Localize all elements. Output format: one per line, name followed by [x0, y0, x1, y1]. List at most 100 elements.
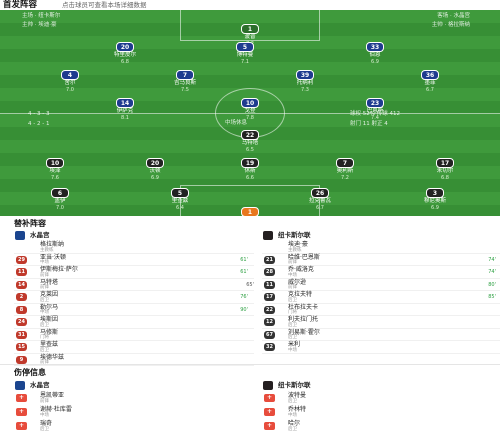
player-rating: 6.6: [246, 175, 254, 181]
sub-name: 刘易斯·霍尔: [288, 328, 320, 336]
shirt-number: 3: [426, 188, 444, 198]
subs-right-header[interactable]: 纽卡斯尔联: [262, 230, 500, 241]
sub-row[interactable]: 21 哈维·巴恩斯 前锋 74': [262, 254, 500, 266]
player-rating: 7.2: [341, 175, 349, 181]
shirt-number: 14: [116, 98, 134, 108]
shirt-number: 6: [51, 188, 69, 198]
player-rating: 6.9: [151, 175, 159, 181]
shirt-number-badge: 21: [264, 255, 275, 264]
sub-position: 门将: [40, 335, 49, 340]
player-marker[interactable]: 5 里查兹 6.4: [145, 188, 215, 211]
shirt-number: 5: [236, 42, 254, 52]
player-marker[interactable]: 17 米切尔 6.8: [410, 158, 480, 181]
shirt-number: 22: [241, 130, 259, 140]
sub-minute: 76': [240, 294, 248, 300]
sub-name: 马特塔: [40, 278, 59, 286]
player-marker[interactable]: 14 伊萨克 8.1: [90, 98, 160, 121]
sub-row[interactable]: 17 克拉夫特 后卫 85': [262, 291, 500, 304]
sub-row[interactable]: 8 勒尔马 中场 90': [14, 304, 254, 316]
sub-row[interactable]: 67 刘易斯·霍尔 后卫: [262, 328, 500, 341]
sub-position: 主教练: [288, 247, 302, 253]
shirt-number: 10: [241, 98, 259, 108]
sub-name: 威尔逊: [288, 278, 307, 286]
injury-cross-icon: +: [16, 408, 27, 416]
sub-row[interactable]: 22 杜布拉夫卡 门将: [262, 304, 500, 316]
player-marker[interactable]: 39 托纳利 7.3: [270, 70, 340, 93]
sub-position: 门将: [288, 310, 297, 315]
player-marker[interactable]: 10 埃泽 7.6: [20, 158, 90, 181]
sub-position: 前锋: [288, 285, 297, 290]
shirt-number: 7: [336, 158, 354, 168]
team-logo-icon: [15, 231, 25, 240]
sub-minute: 61': [240, 269, 248, 275]
player-marker[interactable]: 1亨德森7.4: [215, 207, 285, 216]
player-marker[interactable]: 6 盖伊 7.0: [25, 188, 95, 211]
sub-position: 后卫: [288, 322, 297, 328]
sub-row[interactable]: 11 伊斯梅拉·萨尔 前锋 61': [14, 266, 254, 279]
injury-row[interactable]: + 瑞奇 后卫: [14, 419, 254, 433]
injury-row[interactable]: + 波特曼 后卫: [262, 391, 500, 405]
player-rating: 6.7: [316, 205, 324, 211]
sub-row[interactable]: 格拉斯纳 主教练: [14, 241, 254, 254]
team-logo-icon: [263, 231, 273, 240]
player-rating: 6.5: [246, 147, 254, 153]
shirt-number: 23: [366, 98, 384, 108]
injury-row[interactable]: + 恩凯蒂亚 前锋: [14, 391, 254, 405]
injury-row[interactable]: + 哈尔 后卫: [262, 419, 500, 433]
player-marker[interactable]: 23 巴恩斯 7.4: [340, 98, 410, 121]
subs-left-column: 水晶宫 格拉斯纳 主教练 29 亚当·沃顿 中场 61' 11 伊斯梅拉·萨尔 前锋 61' 14 马…: [14, 230, 254, 366]
player-marker[interactable]: 20 沃顿 6.9: [120, 158, 190, 181]
sub-row[interactable]: 埃迪·豪 主教练: [262, 241, 500, 254]
shirt-number-badge: 22: [264, 305, 275, 314]
sub-name: 里查兹: [40, 341, 59, 348]
sub-row[interactable]: 12 利夫拉门托 后卫: [262, 316, 500, 329]
injury-player-name: 波特曼: [288, 392, 307, 399]
player-marker[interactable]: 20 特里皮尔 6.8: [90, 42, 160, 65]
player-marker[interactable]: 5 博特曼 7.1: [210, 42, 280, 65]
player-marker[interactable]: 3 穆尼奥斯 6.9: [400, 188, 470, 211]
left-formation-a: 4 - 3 - 3: [28, 111, 50, 117]
player-marker[interactable]: 22 马特塔 6.5: [215, 130, 285, 153]
injury-player-name: 乔林特: [288, 406, 307, 413]
player-rating: 6.4: [176, 205, 184, 211]
sub-row[interactable]: 31 马修斯 门将: [14, 329, 254, 341]
player-rating: 7.0: [56, 205, 64, 211]
player-marker[interactable]: 7 吉马良斯 7.5: [150, 70, 220, 93]
sub-position: 主教练: [40, 247, 54, 253]
injury-row[interactable]: + 谢赫·杜库雷 中场: [14, 405, 254, 419]
subs-left-header[interactable]: 水晶宫: [14, 230, 254, 241]
player-marker[interactable]: 19 休斯 6.6: [215, 158, 285, 181]
sub-row[interactable]: 2 克莱因 后卫 76': [14, 291, 254, 304]
sub-row[interactable]: 24 埃斯因 后卫: [14, 316, 254, 329]
sub-row[interactable]: 9 埃德华兹 前锋: [14, 354, 254, 366]
injury-row[interactable]: + 乔林特 中场: [262, 405, 500, 419]
shirt-number-badge: 31: [16, 330, 27, 339]
shirt-number: 7: [176, 70, 194, 80]
sub-name: 亚当·沃顿: [40, 253, 66, 261]
player-marker[interactable]: 33 伯恩 6.9: [340, 42, 410, 65]
sub-row[interactable]: 14 马特塔 前锋 65': [14, 278, 254, 291]
sub-row[interactable]: 15 里查兹 后卫: [14, 341, 254, 354]
sub-row[interactable]: 29 亚当·沃顿 中场 61': [14, 253, 254, 266]
player-marker[interactable]: 26 拉克鲁瓦 6.7: [285, 188, 355, 211]
injuries-left-header[interactable]: 水晶宫: [14, 380, 254, 391]
injuries-right-header[interactable]: 纽卡斯尔联: [262, 380, 500, 391]
injury-cross-icon: +: [16, 422, 27, 430]
shirt-number-badge: 67: [264, 330, 275, 339]
team-name: 纽卡斯尔联: [278, 381, 311, 389]
sub-row[interactable]: 11 威尔逊 前锋 80': [262, 278, 500, 291]
sub-minute: 85': [488, 294, 496, 300]
player-rating: 7.1: [241, 59, 249, 65]
shirt-number-badge: 29: [16, 255, 27, 264]
shirt-number: 20: [116, 42, 134, 52]
sub-row[interactable]: 28 乔·威洛克 中场 74': [262, 266, 500, 279]
sub-row[interactable]: 32 米利 中场: [262, 341, 500, 354]
player-marker[interactable]: 4 舍尔 7.0: [35, 70, 105, 93]
sub-name: 伊斯梅拉·萨尔: [40, 266, 78, 273]
player-name: 拉克鲁瓦: [308, 198, 331, 204]
player-marker[interactable]: 7 奥利斯 7.2: [310, 158, 380, 181]
shirt-number-badge: 11: [264, 280, 275, 289]
shirt-number: 10: [46, 158, 64, 168]
player-marker[interactable]: 10 戈登 7.8: [215, 98, 285, 121]
player-marker[interactable]: 36 墨菲 6.7: [395, 70, 465, 93]
